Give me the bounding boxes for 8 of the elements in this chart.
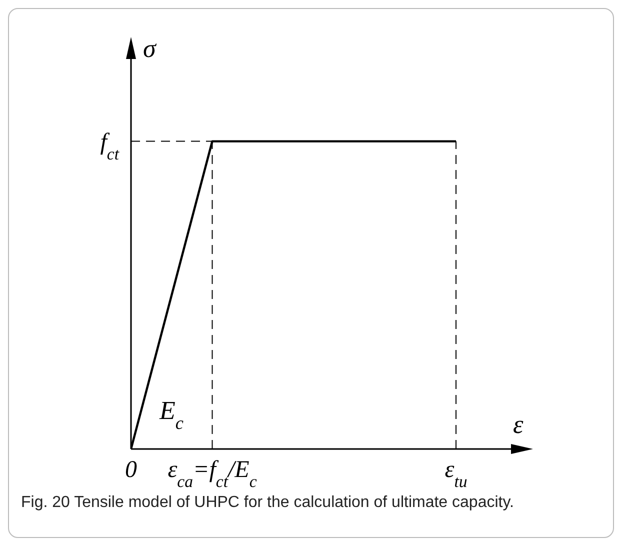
x-axis-title: ε [513,410,524,439]
x-tick-label: 0 [125,457,137,483]
x-tick-label: ε$_{tu}$ [444,457,468,490]
x-tick-label: ε$_{ca}$=f$_{ct}$/E$_{c}$ [168,457,258,490]
caption: Fig. 20 Tensile model of UHPC for the calculation of ultimate capacity. [21,493,515,513]
y-axis-title: σ [143,34,157,63]
annotation: E$_{c}$ [158,396,184,433]
ref-line-label: f$_{ct}$ [100,129,120,163]
